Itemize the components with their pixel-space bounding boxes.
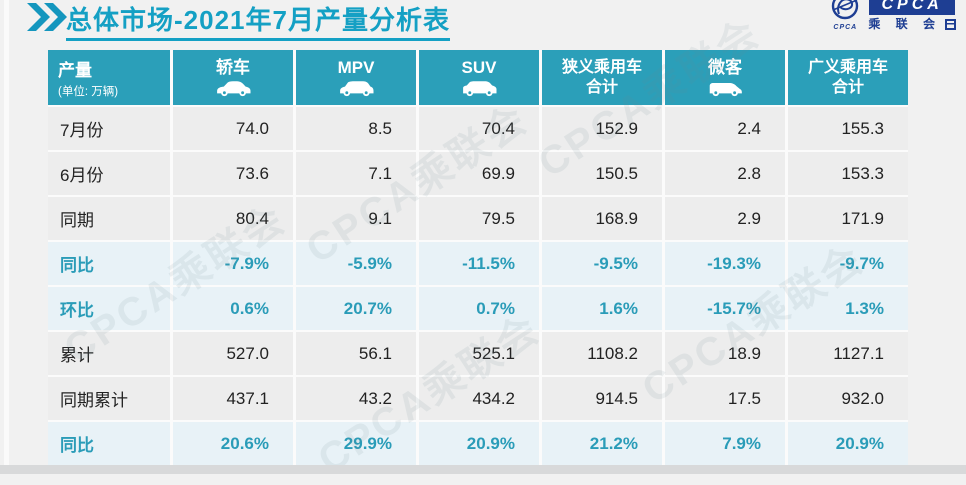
cpca-org-name-text: 乘 联 会 <box>868 17 941 31</box>
table-cell: 0.7% <box>419 287 539 330</box>
cpca-emblem: CPCA <box>827 0 863 31</box>
bottom-bar <box>0 465 966 474</box>
row-label: 同期 <box>48 197 170 240</box>
table-cell: 79.5 <box>419 197 539 240</box>
suv-icon <box>460 80 499 97</box>
unit-header-cell: 产量 (单位: 万辆) <box>48 50 170 105</box>
column-header: 微客 <box>665 50 785 105</box>
column-label: 合计 <box>585 78 618 96</box>
page-title: 总体市场-2021年7月产量分析表 <box>66 0 450 41</box>
table-cell: 434.2 <box>419 377 539 420</box>
row-label: 同比 <box>48 242 170 285</box>
table-cell: -15.7% <box>665 287 785 330</box>
double-chevron-right-icon <box>27 3 67 31</box>
table-cell: 56.1 <box>296 332 416 375</box>
table-cell: 7.9% <box>665 422 785 465</box>
table-cell: -9.7% <box>788 242 908 285</box>
column-label: 合计 <box>831 78 864 96</box>
cpca-org-mark-icon <box>945 18 956 30</box>
table-cell: 8.5 <box>296 107 416 150</box>
row-label: 环比 <box>48 287 170 330</box>
table-cell: 21.2% <box>542 422 662 465</box>
column-label: 微客 <box>708 58 742 78</box>
column-header: MPV <box>296 50 416 105</box>
mpv-icon <box>337 80 376 97</box>
column-label: SUV <box>461 58 497 78</box>
table-cell: 43.2 <box>296 377 416 420</box>
table-cell: 20.9% <box>788 422 908 465</box>
row-label: 同期累计 <box>48 377 170 420</box>
column-label: 轿车 <box>216 58 250 78</box>
table-cell: 74.0 <box>173 107 293 150</box>
microvan-icon <box>706 80 745 97</box>
cpca-badge: CPCA <box>869 0 955 15</box>
row-label: 同比 <box>48 422 170 465</box>
cpca-logo: CPCA CPCA 乘 联 会 <box>827 0 956 31</box>
table-cell: 1.6% <box>542 287 662 330</box>
table-cell: 2.8 <box>665 152 785 195</box>
table-cell: 525.1 <box>419 332 539 375</box>
table-cell: -9.5% <box>542 242 662 285</box>
column-header: 轿车 <box>173 50 293 105</box>
table-cell: 527.0 <box>173 332 293 375</box>
table-cell: 18.9 <box>665 332 785 375</box>
table-cell: 0.6% <box>173 287 293 330</box>
table-cell: 155.3 <box>788 107 908 150</box>
table-cell: 69.9 <box>419 152 539 195</box>
table-cell: 437.1 <box>173 377 293 420</box>
cpca-emblem-icon <box>832 0 859 20</box>
column-label: MPV <box>337 58 375 78</box>
table-cell: 914.5 <box>542 377 662 420</box>
table-cell: 1127.1 <box>788 332 908 375</box>
table-cell: 150.5 <box>542 152 662 195</box>
table-cell: 9.1 <box>296 197 416 240</box>
table-cell: 20.6% <box>173 422 293 465</box>
table-cell: 153.3 <box>788 152 908 195</box>
table-cell: 171.9 <box>788 197 908 240</box>
table-cell: 20.7% <box>296 287 416 330</box>
table-cell: 1108.2 <box>542 332 662 375</box>
cpca-emblem-caption: CPCA <box>833 24 858 31</box>
row-label: 7月份 <box>48 107 170 150</box>
column-label: 广义乘用车 <box>807 59 888 77</box>
table-cell: 70.4 <box>419 107 539 150</box>
column-header: SUV <box>419 50 539 105</box>
table-cell: 20.9% <box>419 422 539 465</box>
table-cell: -19.3% <box>665 242 785 285</box>
table-cell: 73.6 <box>173 152 293 195</box>
table-cell: 1.3% <box>788 287 908 330</box>
table-cell: 29.9% <box>296 422 416 465</box>
table-cell: -7.9% <box>173 242 293 285</box>
table-cell: 2.9 <box>665 197 785 240</box>
row-label: 累计 <box>48 332 170 375</box>
sedan-icon <box>215 80 252 97</box>
table-cell: -11.5% <box>419 242 539 285</box>
table-cell: 17.5 <box>665 377 785 420</box>
column-label: 狭义乘用车 <box>561 59 642 77</box>
table-cell: 152.9 <box>542 107 662 150</box>
table-cell: 7.1 <box>296 152 416 195</box>
table-cell: -5.9% <box>296 242 416 285</box>
production-table: 产量 (单位: 万辆) 轿车 MPV SUV 狭义乘用车 合计 微客 广义乘用车 合计 7月份 74.… <box>48 50 908 465</box>
unit-title: 产量 <box>58 61 92 80</box>
column-header: 狭义乘用车 合计 <box>542 50 662 105</box>
left-edge-line <box>4 0 9 474</box>
unit-subtitle: (单位: 万辆) <box>58 86 119 98</box>
row-label: 6月份 <box>48 152 170 195</box>
table-cell: 932.0 <box>788 377 908 420</box>
table-cell: 80.4 <box>173 197 293 240</box>
column-header: 广义乘用车 合计 <box>788 50 908 105</box>
table-cell: 2.4 <box>665 107 785 150</box>
table-cell: 168.9 <box>542 197 662 240</box>
cpca-wordmark: CPCA 乘 联 会 <box>868 0 956 30</box>
cpca-org-name: 乘 联 会 <box>868 18 956 30</box>
